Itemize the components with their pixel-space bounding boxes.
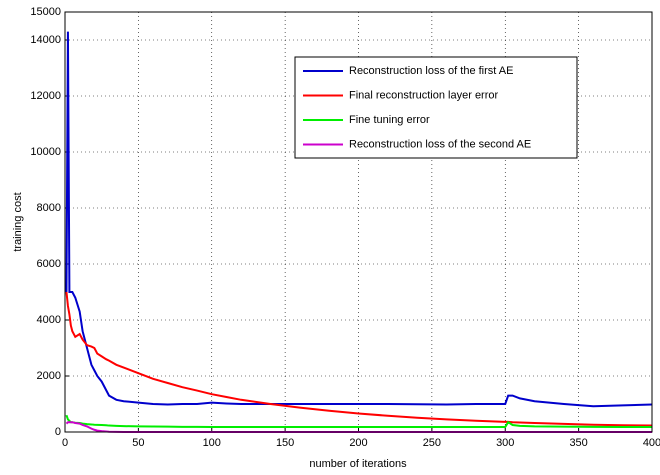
x-tick-label: 400 (643, 437, 660, 449)
x-tick-label: 150 (276, 437, 294, 449)
x-tick-label: 200 (349, 437, 367, 449)
legend-label: Reconstruction loss of the first AE (349, 65, 513, 77)
y-tick-label: 4000 (37, 314, 61, 326)
x-tick-label: 250 (423, 437, 441, 449)
x-tick-label: 350 (569, 437, 587, 449)
y-tick-label: 0 (55, 426, 61, 438)
x-tick-label: 50 (132, 437, 144, 449)
y-tick-label: 12000 (30, 90, 61, 102)
y-tick-label: 2000 (37, 370, 61, 382)
y-tick-label: 15000 (30, 6, 61, 18)
x-tick-label: 300 (496, 437, 514, 449)
legend-label: Final reconstruction layer error (349, 89, 499, 101)
plot-frame (64, 11, 653, 433)
y-axis-label: training cost (12, 192, 24, 251)
y-tick-label: 8000 (37, 202, 61, 214)
legend-box (294, 56, 578, 159)
legend-label: Reconstruction loss of the second AE (349, 138, 531, 150)
x-axis-label: number of iterations (309, 458, 407, 470)
legend-label: Fine tuning error (349, 114, 430, 126)
x-tick-label: 0 (62, 437, 68, 449)
series-line (65, 31, 653, 408)
y-tick-label: 10000 (30, 146, 61, 158)
y-tick-label: 14000 (30, 34, 61, 46)
x-tick-label: 100 (203, 437, 221, 449)
series-line (65, 414, 652, 428)
y-tick-label: 6000 (37, 258, 61, 270)
